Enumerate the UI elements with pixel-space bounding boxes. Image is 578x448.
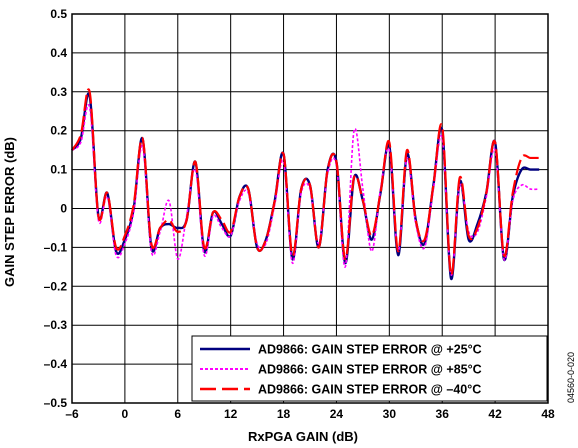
x-tick-label: 30 <box>383 407 397 421</box>
legend-label: AD9866: GAIN STEP ERROR @ –40°C <box>258 383 481 397</box>
legend-label: AD9866: GAIN STEP ERROR @ +25°C <box>258 343 482 357</box>
figure-id-label: 04560-0-020 <box>566 352 576 403</box>
x-axis-title: RxPGA GAIN (dB) <box>248 429 358 444</box>
x-tick-label: 42 <box>488 407 502 421</box>
y-tick-label: 0.3 <box>50 85 67 99</box>
y-axis-title: GAIN STEP ERROR (dB) <box>2 137 17 287</box>
y-tick-label: –0.3 <box>44 318 68 332</box>
x-tick-label: 0 <box>122 407 129 421</box>
y-tick-label: 0.2 <box>50 124 67 138</box>
y-tick-label: –0.4 <box>44 357 68 371</box>
series-line-0 <box>71 92 540 280</box>
axis-tick-labels: –6 0 6 12 18 24 30 36 42 48 0.5 0.4 0.3 0.2 0.1 0 –0.1 –0… <box>44 7 555 421</box>
y-tick-label: –0.2 <box>44 279 68 293</box>
y-tick-label: 0 <box>60 202 67 216</box>
series-line-2 <box>71 88 540 276</box>
legend-box <box>191 335 548 402</box>
x-tick-label: 6 <box>174 407 181 421</box>
y-tick-label: –0.1 <box>44 240 68 254</box>
y-tick-label: 0.4 <box>50 46 67 60</box>
legend: AD9866: GAIN STEP ERROR @ +25°C AD9866: G… <box>191 335 548 402</box>
x-tick-label: –6 <box>65 407 79 421</box>
series-line-1 <box>71 104 540 276</box>
x-tick-label: 24 <box>330 407 344 421</box>
x-tick-label: 18 <box>277 407 291 421</box>
x-tick-label: 12 <box>224 407 238 421</box>
plot-area-frame <box>71 13 549 404</box>
data-series <box>71 88 540 280</box>
x-tick-label: 36 <box>436 407 450 421</box>
y-tick-label: 0.1 <box>50 163 67 177</box>
x-tick-label: 48 <box>541 407 555 421</box>
legend-label: AD9866: GAIN STEP ERROR @ +85°C <box>258 363 482 377</box>
y-tick-label: –0.5 <box>44 396 68 410</box>
y-tick-label: 0.5 <box>50 7 67 21</box>
